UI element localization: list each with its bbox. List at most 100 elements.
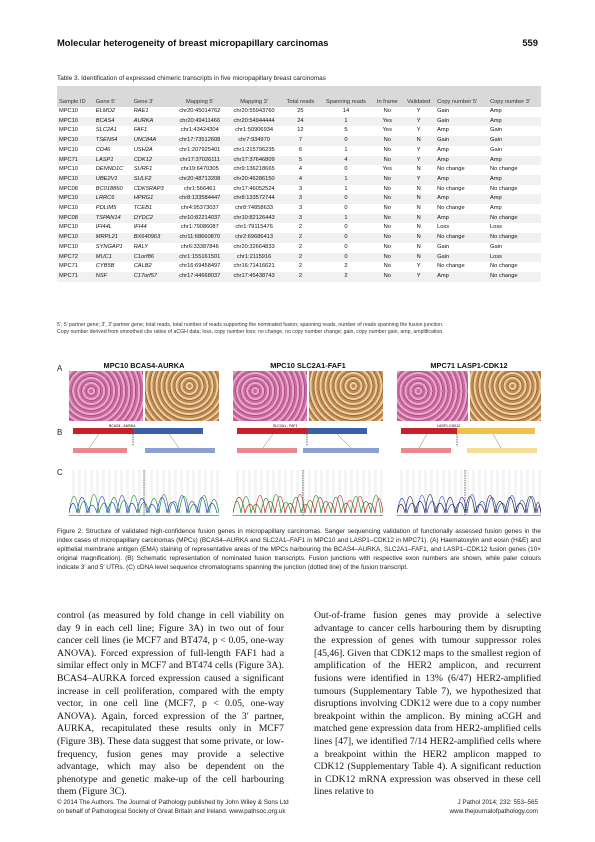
- column-header: Mapping 5′: [172, 86, 227, 107]
- table-cell: Y: [416, 263, 421, 270]
- table-cell: 24: [281, 116, 320, 127]
- table-cell: SURF1: [133, 166, 153, 173]
- table-caption: Table 3. Identification of expressed chi…: [57, 75, 326, 82]
- table-cell: BCAS4: [93, 116, 132, 127]
- table-cell: MPC10: [59, 243, 78, 250]
- table-cell: No: [372, 194, 403, 205]
- column-header: In frame: [372, 86, 403, 107]
- table-cell: CYB5B: [95, 263, 115, 270]
- table-cell: MPC10: [57, 194, 94, 205]
- table-cell: 4: [281, 174, 320, 185]
- table-cell: MPC08: [59, 185, 78, 192]
- table-cell: Y: [416, 146, 421, 153]
- table-cell: N: [416, 185, 421, 192]
- table-cell: 3: [281, 194, 320, 205]
- table-cell: No change: [488, 213, 541, 224]
- table-cell: chr10:82126443: [226, 213, 282, 224]
- table-cell: chr8:74858633: [235, 205, 274, 212]
- fusion-table: Sample ID Gene 5′ Gene 3′ Mapping 5′ Mapping…: [57, 86, 541, 282]
- table-cell: No change: [435, 233, 489, 243]
- table-cell: MPC71: [59, 263, 78, 270]
- table-cell: Amp: [435, 155, 489, 166]
- table-cell: No: [372, 174, 403, 185]
- table-cell: Yes: [382, 166, 392, 173]
- table-cell: IFI44L: [95, 224, 112, 231]
- table-cell: Amp: [488, 194, 541, 205]
- table-cell: No: [383, 108, 391, 114]
- table-cell: MPC10: [57, 136, 94, 146]
- table-cell: 0: [344, 243, 348, 250]
- table-row: MPC10 DENND1C SURF1 chr19:6470305 chr9:13621…: [57, 165, 541, 175]
- table-cell: No: [383, 185, 391, 192]
- table-cell: MPC10: [57, 116, 94, 127]
- table-cell: Gain: [490, 146, 503, 153]
- table-cell: 1: [319, 174, 373, 185]
- table-cell: MRPL21: [93, 233, 132, 243]
- table-cell: Amp: [488, 155, 541, 166]
- sequence-chromatogram: [233, 470, 383, 516]
- table-cell: No: [383, 243, 391, 250]
- table-cell: Amp: [488, 116, 541, 127]
- table-cell: 2: [281, 233, 320, 243]
- table-cell: Amp: [435, 213, 489, 224]
- table-cell: chr4:95373037: [180, 205, 219, 212]
- table-cell: Amp: [490, 108, 502, 114]
- table-cell: SLC2A1: [95, 127, 117, 134]
- table-row: MPC10 ELMO2 RAE1 chr20:45014762 chr20:559437…: [57, 107, 541, 117]
- table-row: MPC10 UBE2V1 SULF2 chr20:48713208 chr20:4628…: [57, 174, 541, 185]
- table-cell: chr8:133584447: [172, 194, 227, 205]
- table-cell: Loss: [437, 224, 450, 231]
- table-cell: chr17:46052524: [233, 185, 275, 192]
- table-cell: No change: [437, 166, 465, 173]
- table-cell: Amp: [437, 127, 449, 134]
- table-row: MPC10 IFI44L IFI44 chr1:79086087 chr1:791154…: [57, 223, 541, 233]
- publisher-line: on behalf of Pathological Society of Gre…: [57, 808, 286, 816]
- column-header: Gene 5′: [93, 86, 132, 107]
- running-header: Molecular heterogeneity of breast microp…: [57, 37, 538, 49]
- table-footnote: Copy number derived from smoothed cbs ra…: [57, 329, 444, 336]
- table-cell: No change: [437, 185, 465, 192]
- table-row: MPC10 BCAS4 AURKA chr20:49411466 chr20:54944…: [57, 116, 541, 127]
- table-cell: Amp: [435, 174, 489, 185]
- table-cell: CD46: [95, 146, 111, 153]
- panel-letter-c: C: [57, 468, 63, 477]
- table-cell: chr20:55943760: [233, 108, 275, 114]
- table-cell: No change: [437, 263, 465, 270]
- table-cell: Gain: [490, 127, 503, 134]
- schematic-label: BCAS4 - AURKA: [109, 424, 136, 428]
- table-cell: chr20:54944444: [226, 116, 282, 127]
- column-header: Sample ID: [57, 86, 94, 107]
- table-cell: chr20:49411466: [172, 116, 227, 127]
- table-cell: CALB2: [133, 263, 152, 270]
- table-cell: 1: [344, 146, 348, 153]
- table-cell: Amp: [435, 271, 489, 282]
- table-cell: RALY: [133, 243, 149, 250]
- he-stain-image: [69, 371, 143, 421]
- table-cell: N: [416, 243, 421, 250]
- table-cell: 2: [298, 243, 302, 250]
- table-cell: Gain: [435, 116, 489, 127]
- table-cell: 5: [344, 127, 348, 134]
- table-cell: TSPAN14: [93, 213, 132, 224]
- table-cell: chr20:32664833: [233, 243, 275, 250]
- table-cell: Yes: [372, 116, 403, 127]
- fusion-schematic: LASP1-CDK12: [401, 424, 537, 453]
- table-cell: 2: [281, 252, 320, 263]
- table-cell: Gain: [490, 243, 503, 250]
- table-cell: chr1:50906934: [235, 127, 274, 134]
- table-cell: BC018860: [95, 185, 123, 192]
- table-cell: 0: [344, 166, 348, 173]
- table-row: MPC71 NSF C17orf57 chr17:44668037 chr17:4543…: [57, 271, 541, 282]
- table-cell: 2: [319, 271, 373, 282]
- table-cell: chr16:71416621: [233, 263, 275, 270]
- column-header: Spanning reads: [319, 86, 373, 107]
- table-cell: UBE2V1: [93, 174, 132, 185]
- table-cell: chr1:79086087: [180, 224, 219, 231]
- table-cell: MPC10: [59, 108, 78, 114]
- table-cell: chr1:207925401: [179, 146, 221, 153]
- table-cell: No: [372, 271, 403, 282]
- table-cell: chr17:37646809: [226, 155, 282, 166]
- table-cell: 12: [297, 127, 304, 134]
- table-cell: 3: [281, 213, 320, 224]
- table-cell: chr1:215796235: [233, 146, 275, 153]
